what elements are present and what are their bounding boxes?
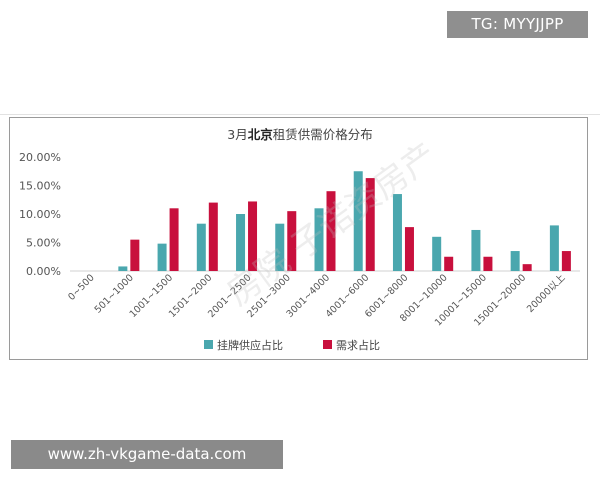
bar-supply	[196, 223, 206, 271]
bar-supply	[118, 266, 128, 271]
bar-demand	[248, 201, 258, 271]
bar-supply	[471, 229, 481, 271]
bar-supply	[549, 225, 559, 271]
x-axis: 0~500501~10001001~15001501~20002001~2500…	[66, 272, 568, 328]
x-tick-label: 0~500	[66, 272, 97, 303]
tg-badge: TG: MYYJJPP	[447, 11, 588, 38]
chart-frame: 3月北京租赁供需价格分布 0.00% 5.00% 10.00% 15.00% 20.00…	[9, 117, 588, 360]
bar-supply	[432, 236, 442, 271]
legend-label-demand: 需求占比	[336, 338, 380, 352]
y-axis: 0.00% 5.00% 10.00% 15.00% 20.00%	[19, 151, 580, 278]
chart-svg: 3月北京租赁供需价格分布 0.00% 5.00% 10.00% 15.00% 20.00…	[19, 127, 580, 352]
bar-demand	[522, 264, 532, 271]
y-tick-label: 10.00%	[19, 208, 61, 221]
legend: 挂牌供应占比 需求占比	[204, 338, 380, 352]
chart-title-prefix: 3月	[227, 127, 247, 142]
bar-demand	[444, 256, 454, 271]
bar-demand	[130, 239, 140, 271]
chart-title-city: 北京	[248, 127, 274, 142]
y-tick-label: 15.00%	[19, 180, 61, 193]
y-tick-label: 0.00%	[26, 265, 61, 278]
bar-demand	[561, 251, 571, 271]
bar-supply	[275, 223, 285, 271]
legend-swatch-supply	[204, 340, 213, 349]
y-tick-label: 20.00%	[19, 151, 61, 164]
bar-demand	[208, 202, 218, 271]
bar-supply	[314, 208, 324, 271]
divider	[0, 114, 600, 115]
legend-label-supply: 挂牌供应占比	[217, 338, 283, 352]
bar-demand	[365, 178, 375, 271]
legend-swatch-demand	[323, 340, 332, 349]
bar-supply	[353, 171, 363, 271]
bars	[118, 171, 571, 271]
bar-demand	[287, 211, 297, 271]
bar-supply	[236, 214, 246, 271]
bar-supply	[510, 251, 520, 271]
y-tick-label: 5.00%	[26, 237, 61, 250]
url-badge: www.zh-vkgame-data.com	[11, 440, 283, 469]
bar-demand	[169, 208, 179, 271]
bar-demand	[326, 191, 336, 271]
chart-title: 3月北京租赁供需价格分布	[227, 127, 372, 142]
bar-supply	[392, 194, 402, 271]
chart-title-suffix: 租赁供需价格分布	[273, 127, 373, 142]
x-tick-label: 20000以上	[525, 272, 568, 315]
bar-demand	[483, 256, 493, 271]
bar-supply	[157, 243, 167, 271]
bar-demand	[404, 227, 414, 271]
